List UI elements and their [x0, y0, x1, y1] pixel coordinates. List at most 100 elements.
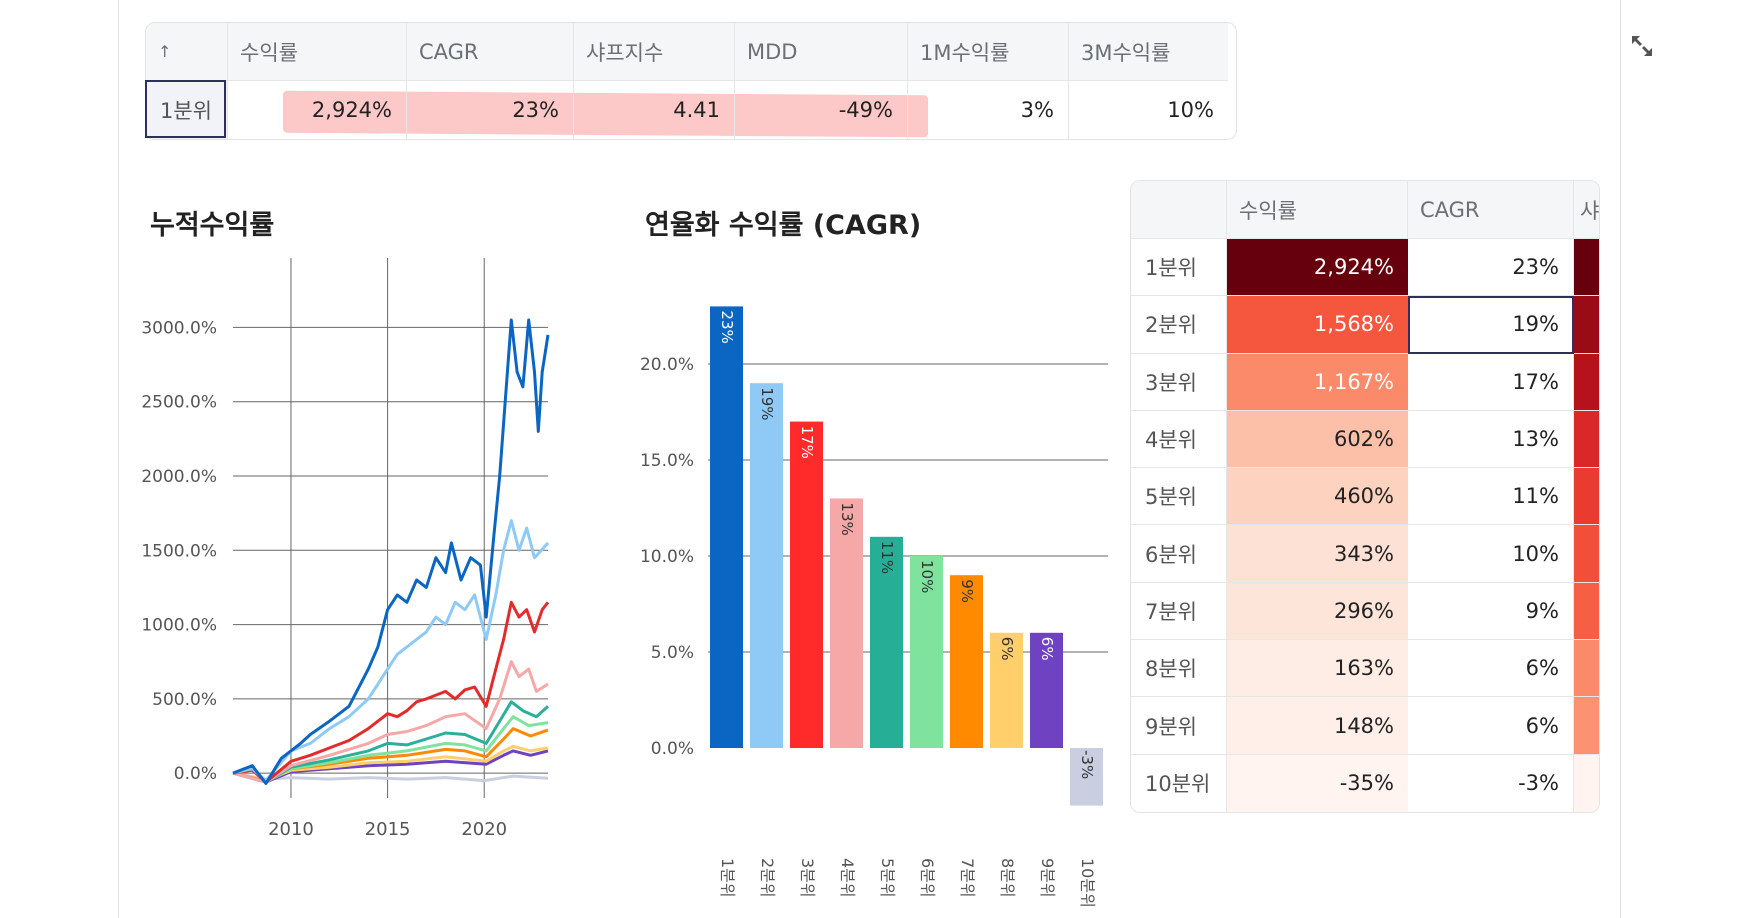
row-label[interactable]: 6분위: [1131, 525, 1227, 583]
sharpe-heat-cell[interactable]: [1574, 525, 1599, 583]
return-cell[interactable]: 460%: [1227, 468, 1408, 526]
header-return[interactable]: 수익률: [1227, 181, 1408, 239]
return-cell[interactable]: 1,568%: [1227, 296, 1408, 354]
bar: [750, 383, 783, 748]
return-cell[interactable]: 602%: [1227, 410, 1408, 469]
cagr-cell[interactable]: 11%: [1408, 468, 1574, 526]
sharpe-heat-cell[interactable]: [1574, 640, 1599, 698]
y-tick-label: 0.0%: [651, 739, 694, 759]
y-tick-label: 3000.0%: [141, 318, 217, 338]
sharpe-heat-cell[interactable]: [1574, 754, 1599, 812]
x-category-label: 10분위: [1078, 858, 1097, 908]
sort-icon[interactable]: ↑: [146, 23, 228, 81]
series-line: [232, 700, 550, 784]
row-label[interactable]: 7분위: [1131, 582, 1227, 641]
sharpe-heat-cell[interactable]: [1574, 582, 1599, 641]
y-tick-label: 1000.0%: [141, 616, 217, 636]
left-border-line: [118, 0, 119, 918]
header-return[interactable]: 수익률: [228, 23, 407, 81]
cell-cagr: 23%: [407, 81, 574, 139]
sharpe-heat-cell[interactable]: [1574, 353, 1599, 411]
y-tick-label: 1500.0%: [141, 541, 217, 561]
cell-mdd: -49%: [735, 81, 908, 139]
cagr-cell[interactable]: 13%: [1408, 410, 1574, 469]
x-category-label: 6분위: [918, 858, 937, 898]
series-line: [232, 519, 550, 783]
cagr-cell[interactable]: 10%: [1408, 525, 1574, 583]
y-tick-label: 15.0%: [640, 451, 694, 471]
sharpe-heat-cell[interactable]: [1574, 410, 1599, 469]
y-tick-label: 2500.0%: [141, 393, 217, 413]
summary-table-grid: ↑ 수익률 CAGR 샤프지수 MDD 1M수익률 3M수익률 1분위 2,92…: [146, 23, 1228, 139]
row-label[interactable]: 4분위: [1131, 410, 1227, 469]
cagr-cell[interactable]: 23%: [1408, 239, 1574, 297]
row-label[interactable]: 9분위: [1131, 697, 1227, 755]
cagr-cell[interactable]: 6%: [1408, 640, 1574, 698]
right-border-line: [1620, 0, 1621, 918]
selected-cell-outline: [145, 80, 226, 138]
cumulative-chart-title: 누적수익률: [150, 210, 275, 241]
x-category-label: 1분위: [718, 858, 737, 898]
cagr-cell[interactable]: 6%: [1408, 697, 1574, 755]
cagr-bar-chart: 0.0% 5.0% 10.0% 15.0% 20.0% 23% 1분위 19% 2분위 17% 3분…: [640, 306, 1108, 908]
x-tick-label: 2020: [461, 819, 507, 840]
cumulative-return-chart: 0.0% 500.0% 1000.0% 1500.0% 2000.0% 2500.0% 30…: [141, 258, 550, 840]
bar: [1070, 748, 1103, 806]
sharpe-heat-cell[interactable]: [1574, 239, 1599, 297]
header-cagr[interactable]: CAGR: [1408, 181, 1574, 239]
bar-value-label: 9%: [958, 579, 976, 603]
cagr-cell[interactable]: 19%: [1408, 296, 1574, 354]
bar-value-label: 13%: [838, 502, 856, 535]
cagr-cell[interactable]: 9%: [1408, 582, 1574, 641]
row-label[interactable]: 8분위: [1131, 640, 1227, 698]
bar-value-label: -3%: [1078, 750, 1096, 779]
series-line: [232, 600, 550, 784]
cagr-cell[interactable]: 17%: [1408, 353, 1574, 411]
row-label[interactable]: 10분위: [1131, 754, 1227, 812]
bar-value-label: 17%: [798, 426, 816, 459]
bar: [990, 632, 1023, 748]
bar: [830, 498, 863, 748]
return-cell[interactable]: -35%: [1227, 754, 1408, 812]
return-cell[interactable]: 163%: [1227, 640, 1408, 698]
bar-value-label: 10%: [918, 560, 936, 593]
expand-icon[interactable]: [1628, 32, 1656, 60]
y-tick-label: 500.0%: [152, 690, 217, 710]
cagr-cell[interactable]: -3%: [1408, 754, 1574, 812]
return-cell[interactable]: 2,924%: [1227, 239, 1408, 297]
header-3m-return[interactable]: 3M수익률: [1069, 23, 1228, 81]
cagr-chart-title: 연율화 수익률 (CAGR): [645, 210, 922, 241]
header-cagr[interactable]: CAGR: [407, 23, 574, 81]
return-cell[interactable]: 296%: [1227, 582, 1408, 641]
quantile-heatmap-table: 수익률 CAGR 샤 1분위 2,924% 23% 2분위 1,568% 19% 3분위 1,167…: [1130, 180, 1600, 813]
row-label[interactable]: 5분위: [1131, 468, 1227, 526]
return-cell[interactable]: 1,167%: [1227, 353, 1408, 411]
y-tick-label: 10.0%: [640, 547, 694, 567]
header-sharpe[interactable]: 샤프지수: [574, 23, 735, 81]
row-label[interactable]: 3분위: [1131, 353, 1227, 411]
x-category-label: 9분위: [1038, 858, 1057, 898]
bar: [790, 421, 823, 748]
bar: [1030, 632, 1063, 748]
row-label[interactable]: 1분위: [1131, 239, 1227, 297]
x-category-label: 4분위: [838, 858, 857, 898]
series-line: [232, 660, 549, 784]
cell-sharpe: 4.41: [574, 81, 735, 139]
y-tick-label: 5.0%: [651, 643, 694, 663]
corner-header[interactable]: [1131, 181, 1227, 239]
sharpe-heat-cell[interactable]: [1574, 296, 1599, 354]
bar-value-label: 19%: [758, 387, 776, 420]
bar: [710, 306, 743, 748]
row-label[interactable]: 1분위: [146, 81, 228, 139]
row-label[interactable]: 2분위: [1131, 296, 1227, 354]
header-mdd[interactable]: MDD: [735, 23, 908, 81]
sharpe-heat-cell[interactable]: [1574, 697, 1599, 755]
header-1m-return[interactable]: 1M수익률: [908, 23, 1069, 81]
sharpe-heat-cell[interactable]: [1574, 468, 1599, 526]
return-cell[interactable]: 343%: [1227, 525, 1408, 583]
return-cell[interactable]: 148%: [1227, 697, 1408, 755]
bar-value-label: 11%: [878, 541, 896, 574]
y-tick-label: 2000.0%: [141, 467, 217, 487]
header-sharpe[interactable]: 샤: [1574, 181, 1599, 239]
bar: [910, 556, 943, 748]
